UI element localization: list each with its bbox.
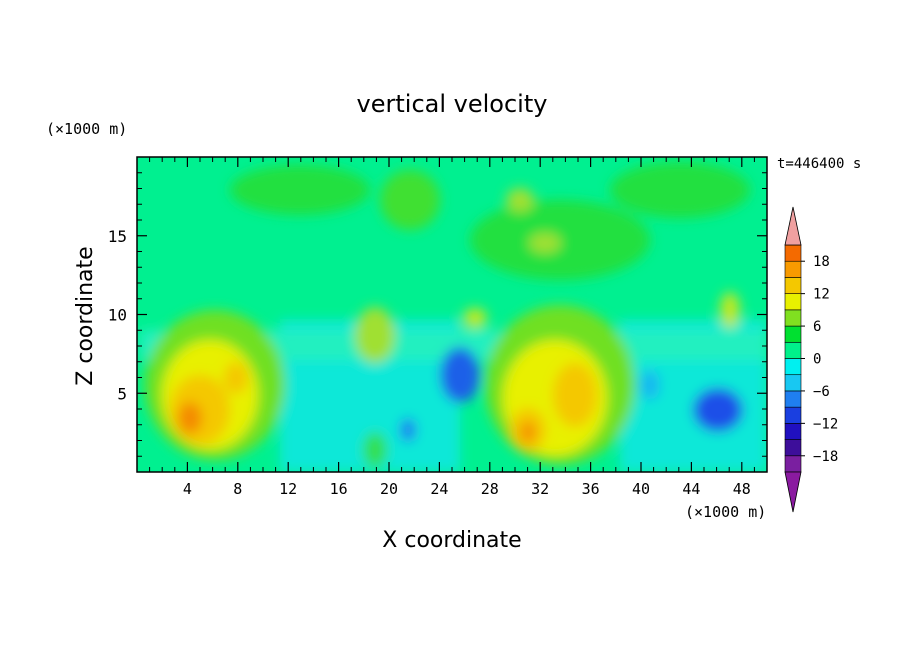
heatmap-blobs [140,162,767,472]
blob-plume-2 [463,308,487,328]
blob-upper-green-3 [610,162,750,218]
colorbar-segment [784,244,802,262]
colorbar-tick-label: −6 [813,384,830,400]
colorbar-segment [784,406,802,424]
blob-upper-green-1 [230,165,370,215]
colorbar-segment [784,358,802,376]
x-tick-label: 12 [279,480,297,498]
x-tick-label: 32 [531,480,549,498]
x-tick-label: 24 [430,480,448,498]
colorbar: −18 −12 −6 0 6 12 18 [784,206,838,513]
colorbar-segment [784,277,802,294]
y-axis-ticks: 5 10 15 [108,172,767,457]
blob-blue-2 [693,388,743,432]
x-axis-ticks: 4 8 12 16 20 24 28 32 36 40 44 48 [149,157,755,498]
colorbar-tick-label: 0 [813,352,821,368]
x-tick-label: 16 [330,480,348,498]
colorbar-segment [784,341,802,359]
x-tick-label: 4 [183,480,192,498]
blob-upper-lime-2 [529,233,561,253]
colorbar-segment [784,455,802,473]
blob-plume-1 [355,307,395,363]
colorbar-tick-label: 12 [813,287,830,303]
colorbar-segment [784,293,802,311]
x-unit-label: (×1000 m) [685,503,766,521]
colorbar-over-arrow [784,206,802,246]
chart-title: vertical velocity [357,90,548,118]
colorbar-tick-label: −12 [813,416,838,432]
x-tick-label: 20 [380,480,398,498]
colorbar-segment [784,390,802,408]
blob-upper-lime-1 [506,188,534,212]
x-tick-label: 44 [682,480,700,498]
y-unit-label: (×1000 m) [46,120,127,138]
x-tick-label: 40 [632,480,650,498]
colorbar-segment [784,423,802,440]
blob-left-updraft-gold-2 [224,362,248,394]
colorbar-segment [784,260,802,278]
blob-left-updraft-orange [178,402,202,434]
blob-plume-4 [363,432,387,468]
blob-right-updraft-orange [521,422,535,442]
y-axis-label: Z coordinate [73,246,98,385]
colorbar-segment [784,439,802,457]
x-axis-label: X coordinate [382,528,521,553]
time-label: t=446400 s [777,156,861,172]
colorbar-tick-label: −18 [813,449,838,465]
colorbar-segment [784,374,802,392]
x-tick-label: 28 [481,480,499,498]
blob-right-updraft-gold-1 [553,363,597,427]
x-tick-label: 36 [582,480,600,498]
x-tick-label: 8 [233,480,242,498]
x-tick-label: 48 [733,480,751,498]
colorbar-segment [784,309,802,327]
blob-plume-3 [720,292,740,328]
blob-blue-4 [640,370,660,400]
colorbar-tick-label: 6 [813,319,821,335]
blob-blue-3 [400,418,416,442]
y-tick-label: 15 [108,227,127,246]
heatmap-field [137,157,767,472]
colorbar-under-arrow [784,471,802,513]
colorbar-segment [784,325,802,343]
y-tick-label: 5 [117,384,127,403]
blob-upper-green-4 [380,170,440,230]
colorbar-tick-label: 18 [813,254,830,270]
y-tick-label: 10 [108,306,127,325]
blob-blue-1 [440,347,480,403]
